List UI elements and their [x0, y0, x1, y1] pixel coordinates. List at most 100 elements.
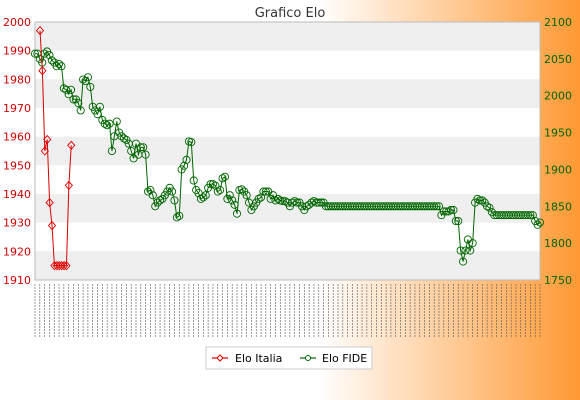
point-elo-fide — [273, 194, 282, 203]
legend-box — [205, 346, 373, 370]
point-elo-fide — [168, 187, 177, 196]
y-left-tick-label: 1970 — [3, 102, 31, 115]
point-elo-italia — [40, 146, 49, 156]
y-left-tick-label: 2000 — [3, 16, 31, 29]
point-elo-fide — [146, 186, 155, 195]
plot-area — [34, 21, 541, 281]
point-elo-fide — [52, 62, 61, 71]
plot-border — [34, 21, 541, 281]
point-elo-fide — [148, 191, 157, 200]
point-elo-fide — [30, 49, 40, 58]
grid-band — [35, 136, 540, 166]
point-elo-fide — [172, 213, 181, 222]
y-right-tick-label: 1800 — [544, 237, 572, 250]
point-elo-fide — [232, 209, 242, 218]
point-elo-fide — [220, 172, 230, 181]
point-elo-fide — [523, 211, 533, 220]
point-elo-fide — [533, 220, 542, 229]
point-elo-fide — [64, 90, 73, 99]
point-elo-fide — [535, 218, 545, 227]
point-elo-fide — [74, 99, 83, 108]
y-right-tick-label: 1900 — [544, 163, 572, 176]
point-elo-fide — [208, 180, 218, 189]
point-elo-fide — [526, 211, 535, 220]
point-elo-fide — [211, 181, 220, 190]
series-line-elo-fide — [35, 50, 541, 262]
point-elo-fide — [259, 187, 268, 196]
point-elo-fide — [175, 211, 184, 220]
point-elo-fide — [100, 119, 109, 128]
point-elo-fide — [449, 205, 458, 215]
point-elo-fide — [454, 216, 463, 226]
grid-band — [35, 79, 540, 108]
point-elo-fide — [182, 155, 191, 164]
point-elo-fide — [103, 121, 112, 130]
point-elo-fide — [141, 150, 150, 159]
point-elo-italia — [45, 197, 54, 208]
legend-marker-elo-italia — [216, 354, 224, 362]
y-right-tick-label: 2000 — [544, 90, 572, 103]
point-elo-fide — [314, 198, 323, 207]
point-elo-fide — [199, 193, 208, 202]
point-elo-fide — [466, 246, 475, 255]
legend: Elo Italia Elo FIDE — [205, 346, 373, 370]
point-elo-fide — [194, 188, 203, 198]
point-elo-italia — [43, 134, 52, 145]
y-right-tick-label: 1750 — [544, 274, 572, 287]
point-elo-fide — [107, 146, 117, 156]
y-left-tick-label: 1950 — [3, 159, 31, 172]
point-elo-fide — [136, 143, 145, 152]
legend-marker-elo-fide — [305, 355, 311, 361]
point-elo-fide — [478, 196, 487, 205]
point-elo-fide — [458, 257, 468, 266]
legend-label-elo-fide: Elo FIDE — [322, 352, 367, 365]
point-elo-fide — [487, 208, 496, 217]
point-elo-fide — [228, 196, 237, 205]
point-elo-fide — [180, 161, 189, 170]
point-elo-italia — [47, 220, 57, 231]
point-elo-fide — [230, 200, 239, 209]
point-elo-fide — [206, 180, 215, 189]
y-axis-right: 1750 1800 1850 1900 1950 2000 2050 2100 — [544, 16, 572, 287]
point-elo-fide — [119, 134, 129, 143]
point-elo-fide — [468, 239, 477, 248]
point-elo-fide — [189, 176, 198, 185]
point-elo-fide — [218, 174, 227, 183]
point-elo-fide — [83, 73, 92, 82]
point-elo-italia — [59, 260, 69, 271]
point-elo-fide — [485, 203, 494, 212]
point-elo-italia — [35, 25, 45, 36]
point-elo-fide — [170, 196, 179, 205]
point-elo-fide — [473, 194, 482, 203]
point-elo-fide — [256, 193, 266, 202]
legend-label-elo-italia: Elo Italia — [235, 352, 282, 365]
point-elo-fide — [86, 82, 95, 91]
point-elo-fide — [67, 85, 76, 94]
point-elo-fide — [216, 186, 225, 195]
point-elo-fide — [446, 205, 456, 215]
y-left-tick-label: 1960 — [3, 131, 31, 144]
point-elo-fide — [475, 196, 484, 205]
point-elo-fide — [95, 102, 104, 111]
point-elo-italia — [67, 140, 76, 150]
x-axis-tick-area — [34, 284, 541, 338]
point-elo-fide — [261, 187, 270, 196]
point-elo-fide — [62, 85, 71, 94]
y-left-tick-label: 1920 — [3, 245, 31, 258]
point-elo-fide — [461, 246, 470, 255]
y-left-tick-label: 1990 — [3, 45, 31, 58]
point-elo-fide — [155, 196, 165, 205]
point-elo-fide — [201, 191, 210, 200]
point-elo-fide — [430, 202, 439, 211]
point-elo-fide — [79, 75, 88, 84]
point-elo-fide — [105, 119, 114, 128]
point-elo-fide — [47, 56, 56, 65]
point-elo-fide — [242, 191, 251, 200]
point-elo-italia — [62, 260, 71, 271]
point-elo-fide — [187, 138, 196, 147]
point-elo-fide — [444, 207, 453, 216]
point-elo-fide — [456, 246, 465, 255]
point-elo-fide — [45, 51, 54, 60]
